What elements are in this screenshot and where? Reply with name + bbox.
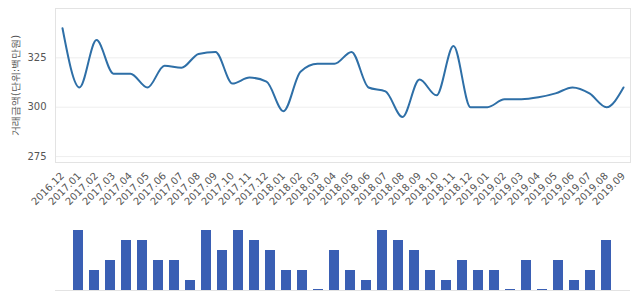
svg-text:거래금액(단위:백만원): 거래금액(단위:백만원) [10, 35, 21, 136]
svg-text:2017.06: 2017.06 [131, 170, 169, 208]
svg-text:2017.05: 2017.05 [114, 170, 152, 208]
svg-text:2019.03: 2019.03 [488, 170, 526, 208]
svg-text:2019.08: 2019.08 [573, 170, 611, 208]
svg-text:2018.11: 2018.11 [420, 170, 458, 208]
svg-text:2017.07: 2017.07 [148, 170, 186, 208]
svg-text:2018.08: 2018.08 [369, 170, 407, 208]
svg-text:2017.03: 2017.03 [80, 170, 118, 208]
svg-text:2018.01: 2018.01 [250, 170, 288, 208]
svg-text:2017.04: 2017.04 [97, 170, 135, 208]
svg-text:2017.08: 2017.08 [165, 170, 203, 208]
svg-text:2019.04: 2019.04 [505, 170, 543, 208]
svg-text:2018.12: 2018.12 [437, 170, 475, 208]
svg-text:2019.02: 2019.02 [471, 170, 509, 208]
svg-text:2017.01: 2017.01 [46, 170, 84, 208]
svg-text:2019.05: 2019.05 [522, 170, 560, 208]
svg-text:2019.07: 2019.07 [556, 170, 594, 208]
svg-text:2017.11: 2017.11 [216, 170, 254, 208]
svg-text:275: 275 [27, 151, 46, 162]
svg-text:2016.12: 2016.12 [29, 170, 67, 208]
svg-text:2019.09: 2019.09 [590, 170, 627, 207]
svg-text:2018.10: 2018.10 [403, 170, 441, 208]
svg-text:300: 300 [27, 101, 46, 112]
svg-text:2019.06: 2019.06 [539, 170, 577, 208]
svg-text:2017.10: 2017.10 [199, 170, 237, 208]
svg-text:2018.02: 2018.02 [267, 170, 305, 208]
svg-text:2017.02: 2017.02 [63, 170, 101, 208]
svg-text:2018.05: 2018.05 [318, 170, 356, 208]
svg-text:2017.12: 2017.12 [233, 170, 271, 208]
svg-text:2019.01: 2019.01 [454, 170, 492, 208]
svg-text:2018.07: 2018.07 [352, 170, 390, 208]
svg-text:2018.06: 2018.06 [335, 170, 373, 208]
svg-text:2018.04: 2018.04 [301, 170, 339, 208]
svg-text:325: 325 [27, 52, 46, 63]
svg-text:2017.09: 2017.09 [182, 170, 220, 208]
svg-text:2018.03: 2018.03 [284, 170, 322, 208]
svg-text:2018.09: 2018.09 [386, 170, 424, 208]
